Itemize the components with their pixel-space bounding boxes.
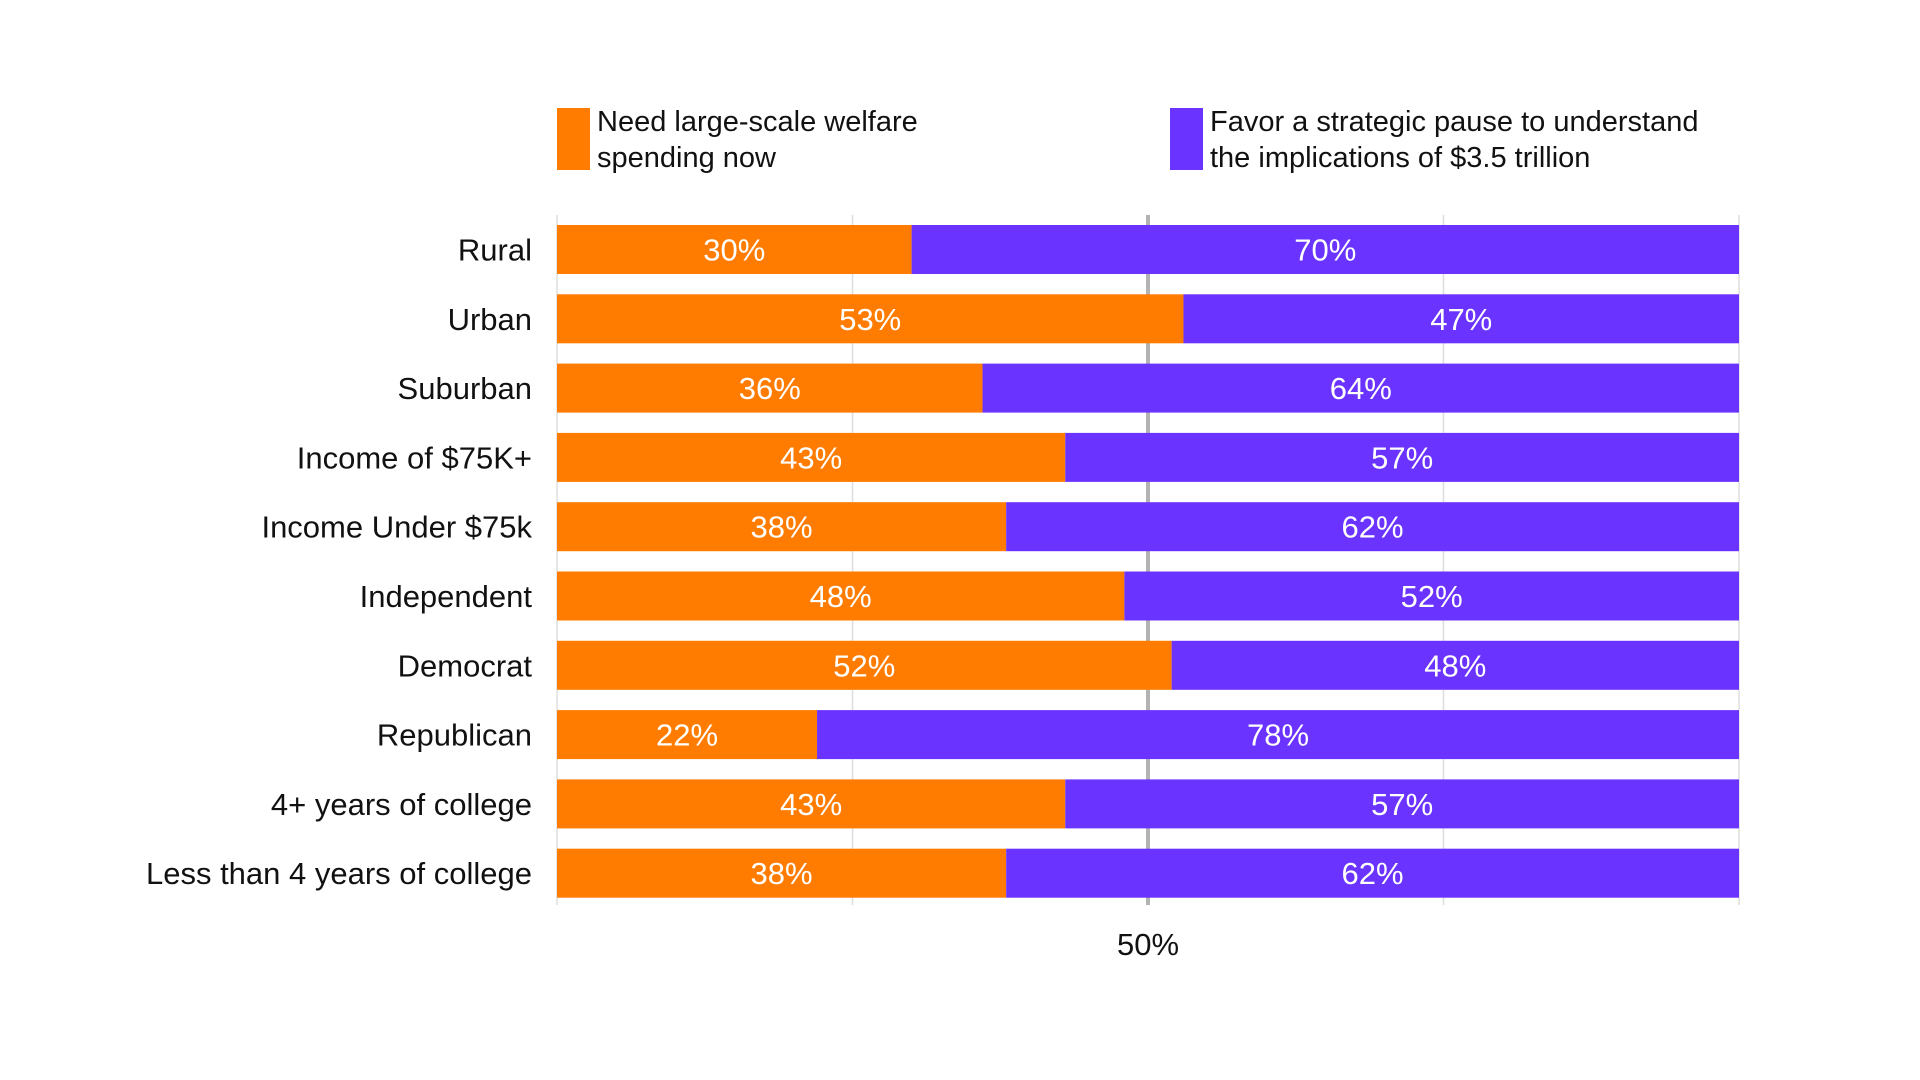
bar-2-6 — [1124, 571, 1739, 621]
category-label-2: Urban — [448, 302, 532, 337]
bar-1-3 — [557, 363, 983, 413]
bar-1-10 — [557, 848, 1007, 898]
category-label-4: Income of $75K+ — [297, 440, 532, 475]
legend-label-2-line-1: Favor a strategic pause to understand — [1210, 106, 1698, 138]
data-label-1-2: 53% — [839, 302, 901, 337]
bar-1-1 — [557, 225, 912, 274]
legend-label-1-line-2: spending now — [597, 142, 777, 174]
data-label-2-10: 62% — [1342, 856, 1404, 891]
category-label-7: Democrat — [398, 648, 533, 683]
bar-2-1 — [911, 225, 1739, 274]
data-label-1-7: 52% — [833, 648, 895, 683]
data-label-1-9: 43% — [780, 787, 842, 822]
legend-label-1-line-1: Need large-scale welfare — [597, 106, 918, 138]
data-label-2-8: 78% — [1247, 718, 1309, 753]
data-label-1-6: 48% — [810, 579, 872, 614]
bar-2-7 — [1171, 640, 1739, 690]
data-label-2-9: 57% — [1371, 787, 1433, 822]
data-label-1-3: 36% — [739, 371, 801, 406]
bar-2-10 — [1006, 848, 1739, 898]
bar-1-5 — [557, 502, 1007, 552]
legend-label-2-line-2: the implications of $3.5 trillion — [1210, 142, 1590, 174]
bar-2-2 — [1183, 294, 1739, 344]
bar-1-8 — [557, 710, 818, 760]
bar-2-5 — [1006, 502, 1739, 552]
data-label-1-10: 38% — [751, 856, 813, 891]
data-label-1-8: 22% — [656, 718, 718, 753]
bar-2-3 — [982, 363, 1739, 413]
x-tick-label-50: 50% — [1117, 927, 1179, 962]
legend-swatch-2 — [1170, 108, 1203, 170]
data-label-2-3: 64% — [1330, 371, 1392, 406]
x-axis-ticks: 50% — [1117, 927, 1179, 962]
data-label-2-2: 47% — [1430, 302, 1492, 337]
category-label-6: Independent — [360, 579, 533, 614]
data-label-1-1: 30% — [703, 233, 765, 268]
data-label-1-5: 38% — [751, 510, 813, 545]
category-label-1: Rural — [458, 233, 532, 268]
data-label-2-6: 52% — [1401, 579, 1463, 614]
bar-2-9 — [1065, 779, 1739, 829]
bar-1-9 — [557, 779, 1066, 829]
category-label-3: Suburban — [398, 371, 532, 406]
bar-1-2 — [557, 294, 1184, 344]
bar-1-6 — [557, 571, 1125, 621]
data-label-2-1: 70% — [1294, 233, 1356, 268]
category-labels: Rural Urban Suburban Income of $75K+ Income … — [146, 233, 533, 892]
bar-2-8 — [817, 710, 1739, 760]
bar-1-4 — [557, 432, 1066, 482]
bar-1-7 — [557, 640, 1172, 690]
bars: 30% 70% 53% 47% 36% 64% 43% 57% 38% 62% 48% 52% 52% 4… — [557, 225, 1739, 898]
legend-swatch-1 — [557, 108, 590, 170]
data-label-1-4: 43% — [780, 440, 842, 475]
category-label-9: 4+ years of college — [271, 787, 532, 822]
category-label-10: Less than 4 years of college — [146, 856, 532, 891]
category-label-5: Income Under $75k — [261, 510, 532, 545]
bar-2-4 — [1065, 432, 1739, 482]
legend: Need large-scale welfare spending now Favo… — [557, 106, 1698, 174]
category-label-8: Republican — [377, 718, 532, 753]
data-label-2-4: 57% — [1371, 440, 1433, 475]
data-label-2-7: 48% — [1424, 648, 1486, 683]
data-label-2-5: 62% — [1342, 510, 1404, 545]
